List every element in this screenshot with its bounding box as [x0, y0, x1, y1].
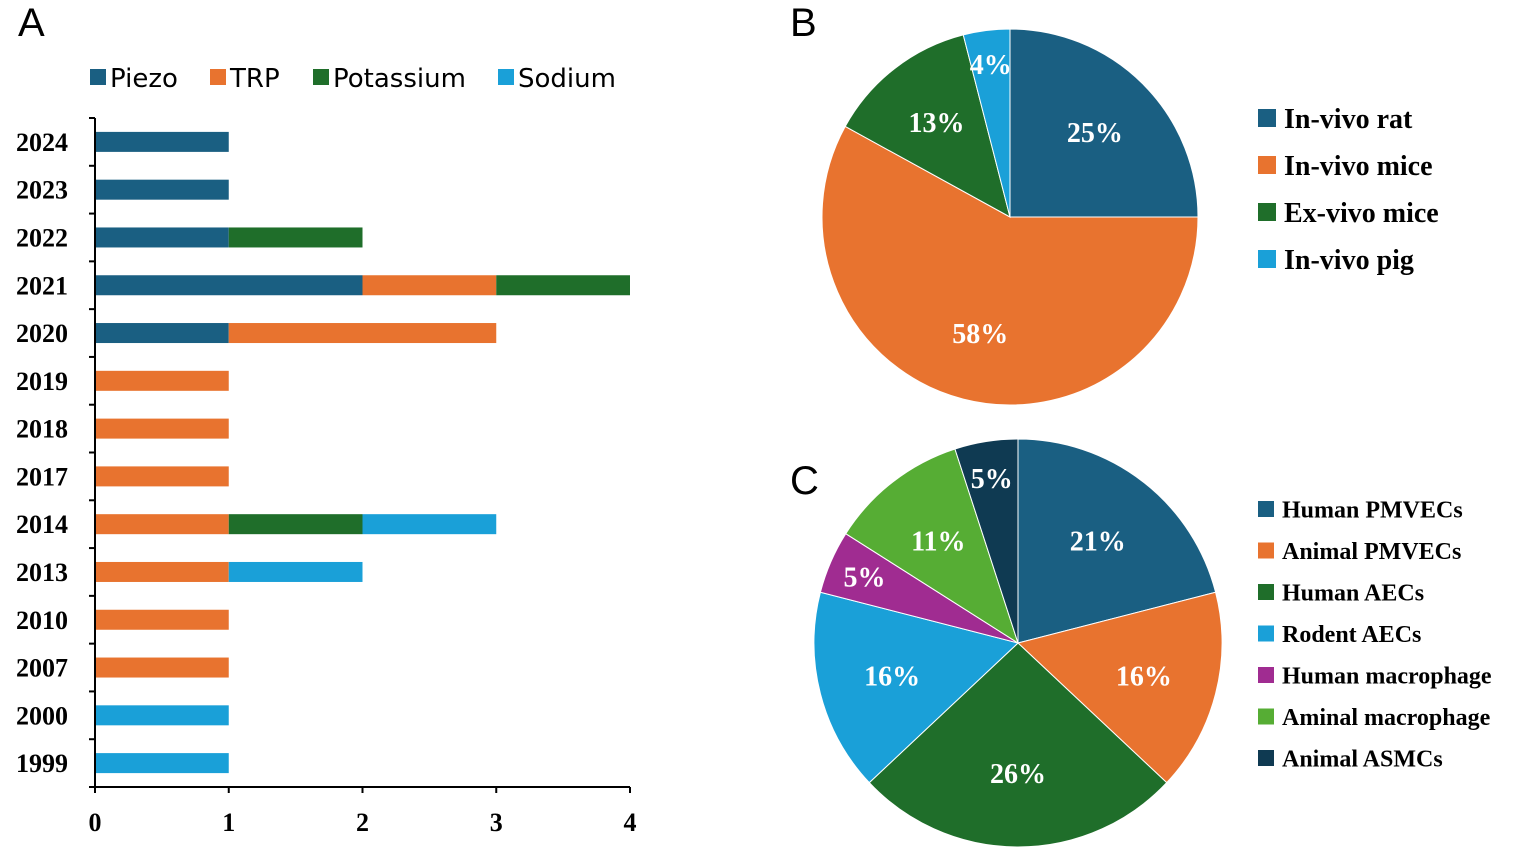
pie-c-legend-label-rodent-aecs: Rodent AECs: [1282, 622, 1421, 648]
bar-2020-piezo: [95, 323, 229, 344]
bar-2021-potassium: [496, 275, 630, 296]
bar-2019-trp: [95, 370, 229, 391]
pie-b-legend-label-in-vivo-rat: In-vivo rat: [1284, 104, 1413, 135]
pie-c-slice-rodent-aecs: [813, 591, 1020, 784]
bar-2013-trp: [95, 561, 229, 582]
x-tick-label-3: 3: [490, 808, 503, 837]
bar-2000-sodium: [95, 705, 229, 726]
panel-letter-a: A: [18, 1, 45, 45]
pie-c-slice-label-aminal-macrophage: 11%: [911, 526, 965, 557]
pie-c-legend-label-animal-asmcs: Animal ASMCs: [1282, 746, 1443, 772]
y-tick-label-2020: 2020: [16, 319, 68, 348]
pie-c-legend-swatch-human-macrophage: [1258, 667, 1274, 683]
pie-c-legend-label-aminal-macrophage: Aminal macrophage: [1282, 705, 1491, 731]
pie-c-legend-swatch-rodent-aecs: [1258, 625, 1274, 642]
y-tick-label-2022: 2022: [16, 223, 68, 252]
bar-2023-piezo: [95, 179, 229, 200]
bar-2014-potassium: [228, 514, 363, 535]
pie-c-slice-label-animal-pmvecs: 16%: [1116, 661, 1172, 692]
legend-swatch-piezo: [90, 69, 106, 85]
pie-c-legend-swatch-human-pmvecs: [1258, 501, 1274, 517]
pie-c-slice-animal-pmvecs: [1016, 591, 1223, 784]
legend-swatch-trp: [210, 69, 226, 85]
bar-2022-piezo: [95, 227, 229, 248]
bar-2017-trp: [95, 466, 229, 487]
pie-c-legend-swatch-human-aecs: [1258, 584, 1274, 600]
x-tick-label-4: 4: [624, 808, 637, 837]
pie-c-legend-swatch-animal-pmvecs: [1258, 542, 1274, 559]
bar-2007-trp: [95, 657, 229, 678]
y-tick-label-1999: 1999: [16, 749, 68, 778]
panel-letter-c: C: [790, 459, 819, 503]
pie-b-slice-in-vivo-rat: [1009, 28, 1199, 218]
legend-label-trp: TRP: [229, 64, 280, 94]
pie-b-legend-swatch-in-vivo-mice: [1258, 156, 1276, 174]
pie-c-slice-label-rodent-aecs: 16%: [864, 661, 920, 692]
bar-2021-trp: [362, 275, 497, 296]
bar-2010-trp: [95, 609, 229, 630]
bar-2014-sodium: [362, 514, 497, 535]
x-tick-label-2: 2: [356, 808, 369, 837]
y-tick-label-2014: 2014: [16, 510, 68, 539]
y-tick-label-2010: 2010: [16, 606, 68, 635]
pie-c-slice-human-aecs: [868, 642, 1168, 848]
pie-c-slice-label-animal-asmcs: 5%: [971, 464, 1013, 495]
bar-chart-a: Piezo TRP Potassium Sodium 2024 2023 2022 2021 2…: [16, 64, 637, 837]
pie-c-legend-label-human-aecs: Human AECs: [1282, 580, 1424, 606]
bar-2018-trp: [95, 418, 229, 439]
y-tick-label-2007: 2007: [16, 654, 68, 683]
pie-b-slice-label-ex-vivo-mice: 13%: [909, 108, 965, 139]
legend-label-piezo: Piezo: [110, 64, 178, 94]
pie-b-legend-swatch-in-vivo-rat: [1258, 109, 1276, 127]
pie-c-legend-swatch-animal-asmcs: [1258, 750, 1274, 766]
legend-label-potassium: Potassium: [333, 64, 466, 94]
pie-b-legend-swatch-in-vivo-pig: [1258, 250, 1276, 268]
y-tick-label-2018: 2018: [16, 415, 68, 444]
pie-c-slice-animal-asmcs: [954, 438, 1019, 644]
pie-b-slice-in-vivo-mice: [821, 125, 1199, 406]
y-tick-label-2019: 2019: [16, 367, 68, 396]
bar-2020-trp: [228, 323, 497, 344]
y-tick-label-2013: 2013: [16, 558, 68, 587]
pie-c-legend-label-human-macrophage: Human macrophage: [1282, 663, 1492, 689]
y-tick-label-2000: 2000: [16, 701, 68, 730]
bar-2014-trp: [95, 514, 229, 535]
pie-c-legend-label-animal-pmvecs: Animal PMVECs: [1282, 539, 1461, 565]
y-tick-label-2024: 2024: [16, 128, 68, 157]
pie-chart-b: 25% 58% 13%4% In-vivo rat In-vivo mice Ex-viv…: [821, 28, 1439, 406]
pie-b-slice-in-vivo-pig: [962, 28, 1011, 218]
x-tick-label-0: 0: [89, 808, 102, 837]
bar-2022-potassium: [228, 227, 363, 248]
panel-letter-b: B: [790, 1, 817, 45]
pie-c-slice-aminal-macrophage: [845, 448, 1019, 645]
pie-c-legend-label-human-pmvecs: Human PMVECs: [1282, 497, 1463, 523]
pie-c-slice-label-human-pmvecs: 21%: [1070, 526, 1126, 557]
bar-2013-sodium: [228, 561, 363, 582]
y-tick-label-2017: 2017: [16, 462, 68, 491]
pie-b-slice-ex-vivo-mice: [844, 34, 1011, 218]
pie-b-slice-label-in-vivo-pig: 4%: [970, 50, 1012, 81]
bar-2024-piezo: [95, 131, 229, 152]
pie-b-legend-swatch-ex-vivo-mice: [1258, 203, 1276, 221]
pie-b-slice-label-in-vivo-rat: 25%: [1067, 118, 1123, 149]
bar-1999-sodium: [95, 753, 229, 774]
pie-b-legend-label-in-vivo-mice: In-vivo mice: [1284, 151, 1433, 182]
legend-swatch-potassium: [313, 69, 329, 85]
bar-2021-piezo: [95, 275, 363, 296]
pie-b-legend-label-ex-vivo-mice: Ex-vivo mice: [1284, 198, 1439, 229]
pie-b-slice-label-in-vivo-mice: 58%: [952, 319, 1008, 350]
y-tick-label-2021: 2021: [16, 271, 68, 300]
y-tick-label-2023: 2023: [16, 176, 68, 205]
legend-swatch-sodium: [498, 69, 514, 85]
pie-c-slice-label-human-macrophage: 5%: [844, 563, 886, 594]
legend-label-sodium: Sodium: [518, 64, 616, 94]
x-tick-label-1: 1: [222, 808, 235, 837]
pie-c-slice-label-human-aecs: 26%: [990, 759, 1046, 790]
pie-c-legend-swatch-aminal-macrophage: [1258, 708, 1274, 725]
pie-c-slice-human-pmvecs: [1017, 438, 1217, 644]
pie-b-legend-label-in-vivo-pig: In-vivo pig: [1284, 245, 1414, 276]
